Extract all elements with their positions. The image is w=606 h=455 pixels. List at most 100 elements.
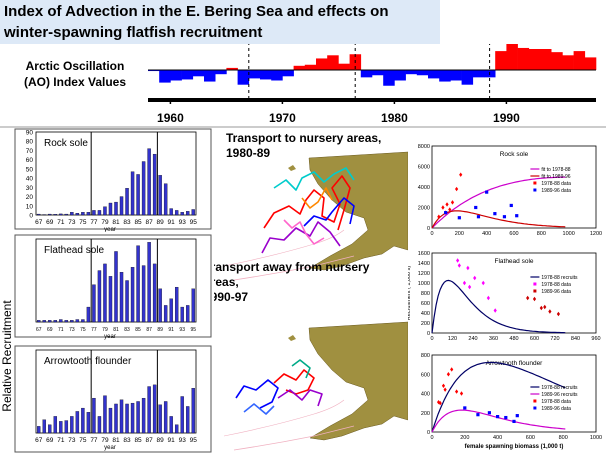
sr-data-point <box>515 414 519 418</box>
sr-y-tick-label: 4000 <box>418 185 430 191</box>
recruit-x-tick-label: 69 <box>47 327 53 333</box>
recruit-x-tick-label: 87 <box>145 437 153 444</box>
sr-y-tick-label: 400 <box>421 392 430 398</box>
transport-maps: Transport to nursery areas,1980-89 Transp… <box>214 131 408 451</box>
sr-data-point <box>476 215 481 219</box>
recruit-bar <box>81 319 85 323</box>
ao-bar <box>237 70 250 85</box>
sr-data-point <box>532 296 537 302</box>
recruit-bar <box>180 396 184 434</box>
drift-track <box>301 187 333 209</box>
ao-bar <box>226 67 238 70</box>
sr-x-tick-label: 400 <box>493 435 502 441</box>
drift-track <box>277 389 323 407</box>
recruit-y-tick-label: 10 <box>26 203 34 210</box>
sr-fit-curve <box>431 279 566 334</box>
arrowtooth-stock-recruit-chart: 0 200 400 600 800 1000 0 200 400 600 800 Arrowtooth… <box>421 353 602 450</box>
recruit-bar <box>92 397 96 434</box>
recruit-y-tick-label: 70 <box>26 148 34 155</box>
recruit-x-label: year <box>104 334 116 340</box>
ao-x-tick-label: 1960 <box>157 111 184 125</box>
recruit-bar <box>37 320 41 323</box>
ao-bar <box>450 70 462 81</box>
sr-legend-swatch <box>533 188 537 192</box>
sr-x-tick-label: 960 <box>591 336 600 342</box>
recruit-bar <box>152 263 157 323</box>
rock-sole-stock-recruit-chart: 0 200 400 600 800 1000 1200 0 2000 4000 6000 8000 Ro… <box>418 144 602 237</box>
recruit-bar <box>70 320 74 323</box>
recruit-x-tick-label: 81 <box>113 327 119 333</box>
sr-y-tick-label: 0 <box>427 226 430 232</box>
sr-x-tick-label: 0 <box>430 435 433 441</box>
recruit-bar <box>70 416 74 434</box>
sr-y-tick-label: 1200 <box>418 271 430 277</box>
sr-data-point <box>515 214 519 218</box>
ao-bar <box>573 51 586 70</box>
sr-data-point <box>448 207 452 212</box>
recruit-bar <box>64 213 69 216</box>
recruit-x-tick-label: 67 <box>35 219 43 226</box>
ao-bar <box>562 55 574 70</box>
map-transport-away <box>223 321 408 451</box>
sr-data-point <box>502 215 507 219</box>
sr-legend-label: 1989-96 data <box>541 289 571 295</box>
sr-legend-label: 1989-96 data <box>541 406 571 412</box>
recruit-bar <box>130 267 135 323</box>
recruit-y-tick-label: 80 <box>26 139 34 146</box>
recruit-plot-area <box>35 131 197 216</box>
ao-bar <box>304 64 317 70</box>
sr-legend-swatch <box>533 399 537 403</box>
sr-data-point <box>443 387 447 392</box>
recruit-bar <box>97 416 102 434</box>
recruit-title: Rock sole <box>44 138 88 149</box>
recruit-x-tick-label: 87 <box>146 327 152 333</box>
map-captions: Transport to nursery areas,1980-89 Transp… <box>214 131 381 304</box>
recruit-bar <box>169 416 173 434</box>
map-island <box>288 335 296 341</box>
recruit-bar <box>191 209 195 216</box>
ao-bar <box>293 65 306 70</box>
recruit-bar <box>163 401 168 434</box>
sr-legend-swatch <box>533 282 537 286</box>
sr-y-tick-label: 1600 <box>418 251 430 257</box>
ao-x-axis <box>148 98 596 102</box>
recruit-bar <box>141 265 146 323</box>
sr-data-point <box>487 411 491 415</box>
recruit-bar <box>191 388 195 434</box>
drift-track <box>243 403 275 415</box>
map-bottom-caption-line-3: 1990-97 <box>214 290 248 304</box>
ao-bar <box>461 70 474 85</box>
sr-data-point <box>450 200 455 205</box>
recruit-bar <box>42 419 46 434</box>
recruit-y-tick-label: 30 <box>26 185 34 192</box>
recruit-x-tick-label: 73 <box>68 437 76 444</box>
sr-x-tick-label: 480 <box>509 336 518 342</box>
recruit-y-tick-label: 20 <box>26 194 34 201</box>
sr-x-tick-label: 240 <box>468 336 477 342</box>
drift-track <box>303 197 355 227</box>
ao-bar <box>472 70 485 78</box>
recruit-bar <box>108 407 113 434</box>
recruit-bar <box>163 305 168 323</box>
sr-data-point <box>446 372 450 377</box>
drift-track <box>235 379 279 409</box>
recruit-title: Flathead sole <box>44 245 104 256</box>
sr-x-tick-label: 720 <box>550 336 559 342</box>
ao-bar <box>383 70 395 86</box>
recruit-x-tick-label: 83 <box>123 219 131 226</box>
map-transport-to-nursery <box>223 151 408 281</box>
recruit-x-tick-label: 85 <box>134 437 142 444</box>
sr-legend-label: 1978-88 data <box>541 399 571 405</box>
map-depth-contour <box>233 425 355 451</box>
ao-bar <box>215 70 227 75</box>
sr-x-tick-label: 400 <box>482 231 491 237</box>
recruit-bar <box>125 403 129 434</box>
sr-y-tick-label: 1400 <box>418 261 430 267</box>
recruit-x-tick-label: 71 <box>57 437 65 444</box>
sr-y-tick-label: 200 <box>421 321 430 327</box>
ao-bar <box>316 58 328 70</box>
sr-legend-label: fit to 1989-96 <box>541 174 570 180</box>
recruit-bar <box>169 298 173 323</box>
sr-legend-label: 1978-88 data <box>541 181 571 187</box>
ao-bar <box>271 70 283 81</box>
